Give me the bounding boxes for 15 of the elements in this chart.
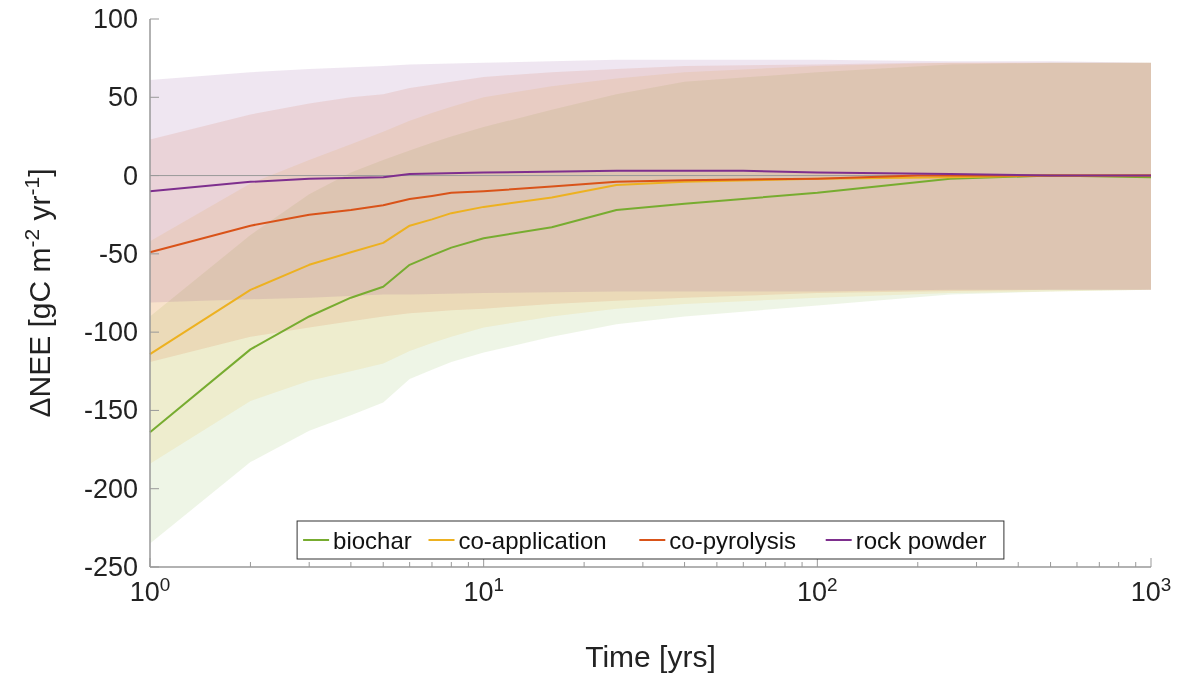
x-tick-label: 10$^{1}$ <box>463 573 504 607</box>
y-tick-label: 100 <box>92 4 138 34</box>
x-tick-label: 10$^{2}$ <box>797 573 838 607</box>
y-tick-label: -50 <box>98 238 138 269</box>
x-tick-label: 10$^{3}$ <box>1130 573 1172 607</box>
legend-label: biochar <box>333 527 412 554</box>
legend-label: co-application <box>458 527 607 554</box>
y-tick-label: 50 <box>107 82 138 113</box>
y-tick-label: 0 <box>122 160 138 191</box>
y-tick-label: -200 <box>83 473 138 504</box>
x-axis-title: Time [yrs] <box>585 640 716 673</box>
legend-label: co-pyrolysis <box>669 527 796 554</box>
y-tick-label: -100 <box>83 317 138 348</box>
legend-label: rock powder <box>855 527 987 554</box>
y-tick-label: -150 <box>83 395 138 426</box>
